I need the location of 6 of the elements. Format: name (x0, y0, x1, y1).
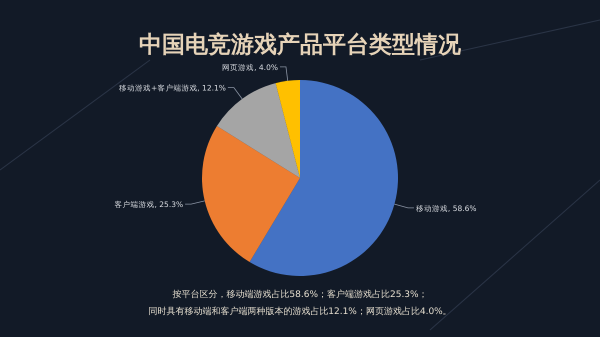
text: 按平台区分，移动端游戏占比58.6%；客户端游戏占比25.3%； (172, 289, 428, 300)
pie-slice (276, 80, 300, 178)
text: 同时具有移动端和客户端两种版本的游戏占比12.1%；网页游戏占比4.0%。 (148, 306, 452, 317)
chart-title: 中国电竞游戏产品平台类型情况 (139, 32, 462, 58)
pie-slice (250, 80, 398, 276)
pie-slice (202, 126, 300, 262)
